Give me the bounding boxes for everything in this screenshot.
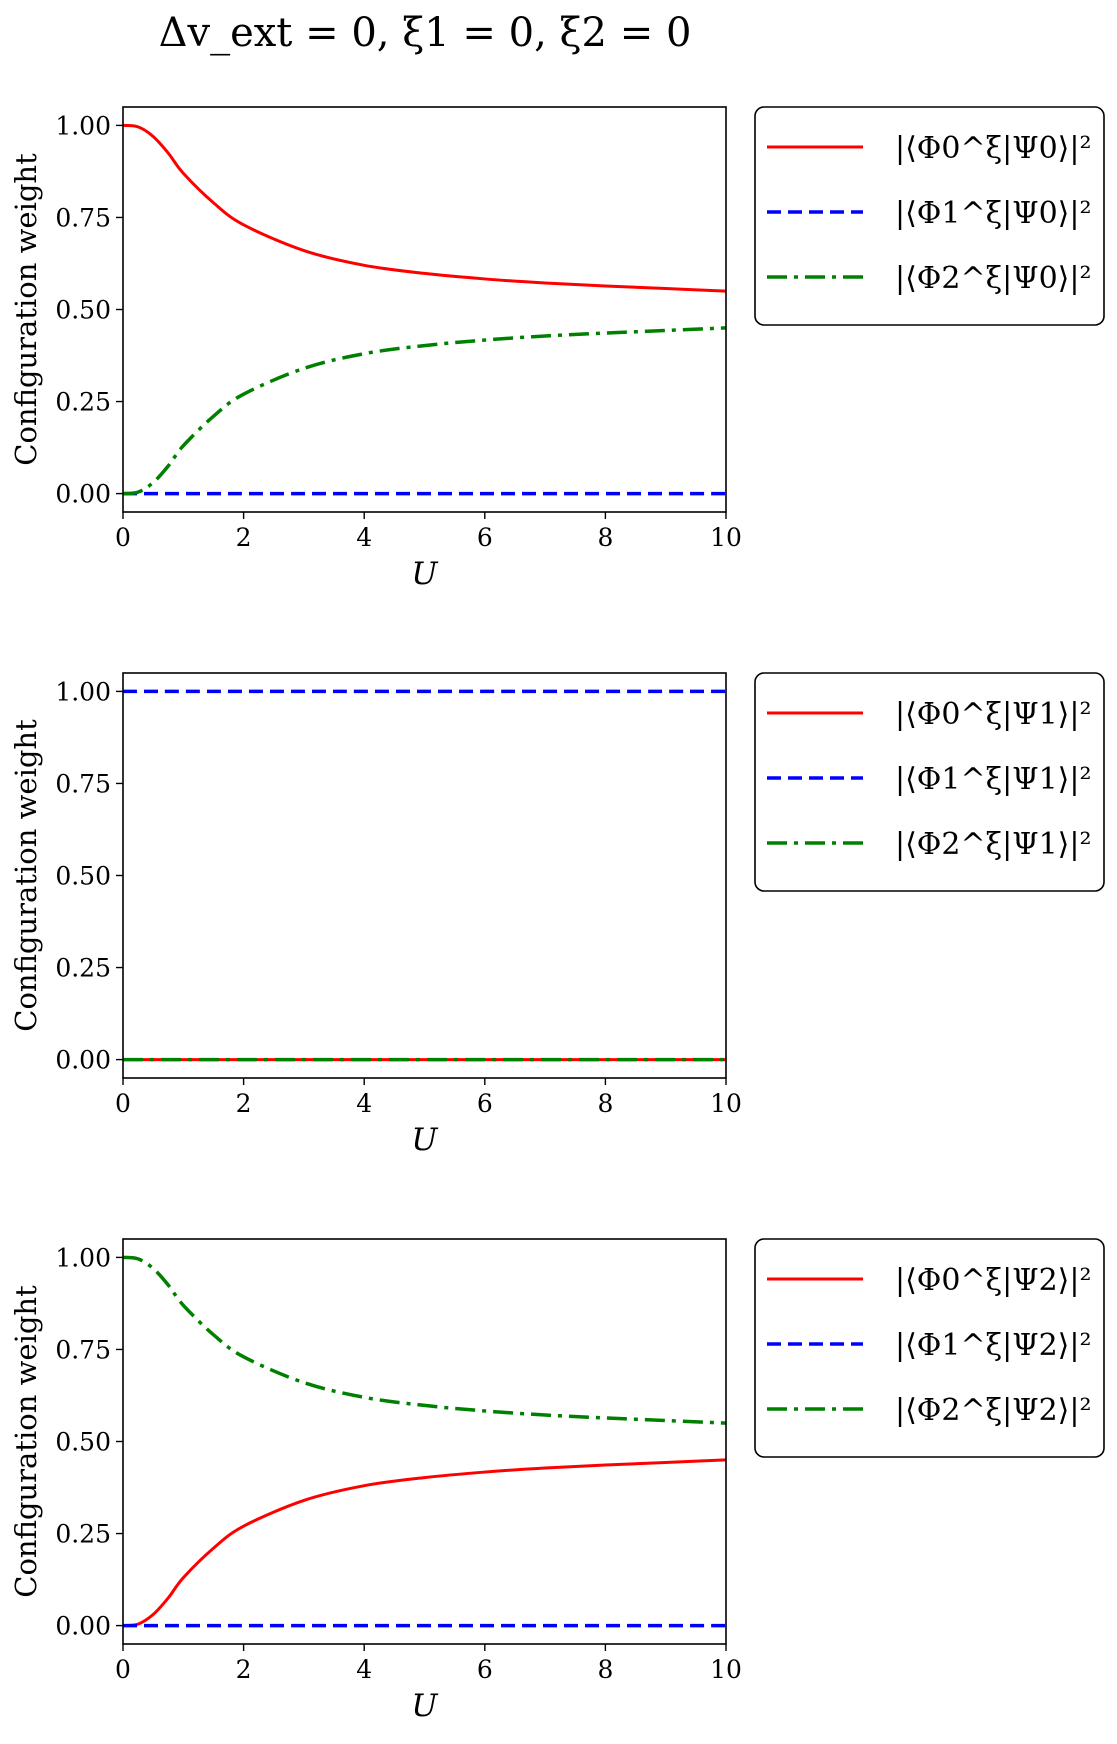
legend-frame <box>754 1238 1105 1458</box>
x-tick-label: 0 <box>115 1655 131 1684</box>
legend-entry-1: |⟨Φ0^ξ|Ψ1⟩|² <box>895 697 1092 732</box>
x-tick-label: 6 <box>477 1089 493 1118</box>
series-line-1 <box>123 123 726 293</box>
y-tick-label: 1.00 <box>55 111 111 140</box>
y-tick-label: 0.00 <box>55 480 111 509</box>
y-tick-label: 0.00 <box>55 1046 111 1075</box>
y-tick-label: 1.00 <box>55 677 111 706</box>
x-tick-label: 6 <box>477 1655 493 1684</box>
series-line-3 <box>123 1255 726 1425</box>
y-tick-label: 0.50 <box>55 296 111 325</box>
legend-entry-1: |⟨Φ0^ξ|Ψ2⟩|² <box>895 1263 1092 1298</box>
legend-entry-2: |⟨Φ1^ξ|Ψ0⟩|² <box>895 196 1092 231</box>
legend-entry-3: |⟨Φ2^ξ|Ψ2⟩|² <box>895 1393 1092 1428</box>
x-tick-label: 2 <box>236 523 252 552</box>
legend: |⟨Φ0^ξ|Ψ2⟩|² |⟨Φ1^ξ|Ψ2⟩|² |⟨Φ2^ξ|Ψ2⟩|² <box>754 1238 1105 1458</box>
y-tick-label: 0.75 <box>55 203 111 232</box>
legend-frame <box>754 672 1105 892</box>
legend: |⟨Φ0^ξ|Ψ1⟩|² |⟨Φ1^ξ|Ψ1⟩|² |⟨Φ2^ξ|Ψ1⟩|² <box>754 672 1105 892</box>
y-tick-label: 0.25 <box>55 388 111 417</box>
chart-panel-3: 0 2 4 6 8 10 0.00 0.25 0.50 0.75 1.00 U Configuratio… <box>9 1238 1105 1724</box>
y-tick-label: 1.00 <box>55 1243 111 1272</box>
x-tick-label: 6 <box>477 523 493 552</box>
x-axis-label: U <box>411 556 438 592</box>
y-tick-label: 0.50 <box>55 862 111 891</box>
x-tick-label: 8 <box>597 1089 613 1118</box>
x-tick-label: 8 <box>597 523 613 552</box>
y-tick-label: 0.75 <box>55 769 111 798</box>
y-axis-label: Configuration weight <box>9 153 43 466</box>
y-tick-label: 0.25 <box>55 1520 111 1549</box>
x-tick-label: 0 <box>115 523 131 552</box>
figure-title: Δv_ext = 0, ξ1 = 0, ξ2 = 0 <box>159 10 692 56</box>
y-axis-label: Configuration weight <box>9 1285 43 1598</box>
y-tick-label: 0.00 <box>55 1612 111 1641</box>
chart-panel-2: 0 2 4 6 8 10 0.00 0.25 0.50 0.75 1.00 U Configuratio… <box>9 672 1105 1158</box>
x-tick-label: 2 <box>236 1655 252 1684</box>
x-tick-label: 10 <box>710 1089 742 1118</box>
plot-frame <box>122 1238 727 1645</box>
legend-entry-2: |⟨Φ1^ξ|Ψ1⟩|² <box>895 762 1092 797</box>
x-tick-label: 2 <box>236 1089 252 1118</box>
legend-entry-1: |⟨Φ0^ξ|Ψ0⟩|² <box>895 131 1092 166</box>
x-tick-label: 8 <box>597 1655 613 1684</box>
x-axis-label: U <box>411 1122 438 1158</box>
y-axis-label: Configuration weight <box>9 719 43 1032</box>
legend-frame <box>754 106 1105 326</box>
series-line-1 <box>123 1458 726 1628</box>
x-tick-label: 4 <box>356 523 372 552</box>
plot-frame <box>122 106 727 513</box>
x-tick-label: 0 <box>115 1089 131 1118</box>
x-tick-label: 4 <box>356 1089 372 1118</box>
plot-frame <box>122 672 727 1079</box>
legend-entry-3: |⟨Φ2^ξ|Ψ1⟩|² <box>895 827 1092 862</box>
x-axis-label: U <box>411 1688 438 1724</box>
y-tick-label: 0.25 <box>55 954 111 983</box>
chart-panel-1: 0 2 4 6 8 10 0.00 0.25 0.50 0.75 1.00 U Configuratio… <box>9 106 1105 592</box>
x-tick-label: 10 <box>710 1655 742 1684</box>
legend-entry-3: |⟨Φ2^ξ|Ψ0⟩|² <box>895 261 1092 296</box>
x-tick-label: 4 <box>356 1655 372 1684</box>
x-tick-label: 10 <box>710 523 742 552</box>
legend-entry-2: |⟨Φ1^ξ|Ψ2⟩|² <box>895 1328 1092 1363</box>
y-tick-label: 0.50 <box>55 1428 111 1457</box>
legend: |⟨Φ0^ξ|Ψ0⟩|² |⟨Φ1^ξ|Ψ0⟩|² |⟨Φ2^ξ|Ψ0⟩|² <box>754 106 1105 326</box>
series-line-3 <box>123 326 726 496</box>
y-tick-label: 0.75 <box>55 1335 111 1364</box>
